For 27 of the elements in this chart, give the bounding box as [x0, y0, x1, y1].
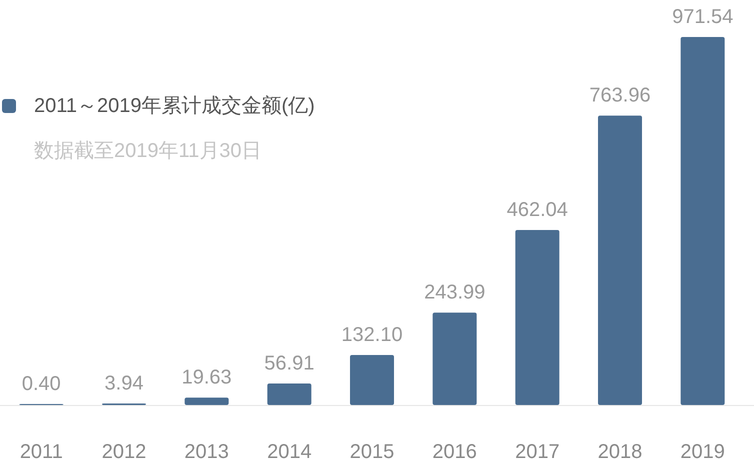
bar: [432, 312, 477, 405]
data-label: 243.99: [424, 282, 486, 304]
x-tick-label: 2011: [20, 441, 63, 460]
bar: [267, 383, 312, 405]
x-tick-label: 2016: [432, 441, 477, 460]
text: 数据截至2019年11月30日: [34, 140, 262, 162]
x-tick-label: 2012: [102, 441, 146, 460]
x-tick-label: 2014: [267, 441, 312, 460]
bar: [184, 398, 229, 405]
data-label: 56.91: [264, 352, 314, 374]
data-label: 0.40: [22, 373, 61, 395]
bar: [680, 37, 725, 405]
bar: [350, 354, 394, 405]
bar: [598, 116, 642, 405]
bar: [515, 230, 560, 405]
x-tick-label: 2013: [184, 441, 229, 460]
x-tick-label: 2017: [515, 441, 560, 460]
x-tick-label: 2019: [680, 441, 725, 460]
data-label: 3.94: [104, 372, 144, 395]
data-label: 462.04: [506, 198, 568, 221]
data-label: 19.63: [182, 366, 232, 389]
x-tick-label: 2018: [598, 441, 642, 460]
data-label: 763.96: [589, 84, 651, 107]
x-tick-label: 2015: [350, 441, 394, 460]
legend-label: 2011～2019年累计成交金额(亿): [34, 95, 315, 117]
data-label: 132.10: [341, 324, 403, 346]
data-label: 971.54: [672, 6, 734, 28]
